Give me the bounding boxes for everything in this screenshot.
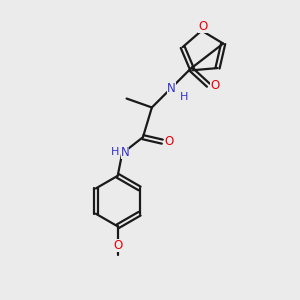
Text: O: O bbox=[164, 135, 173, 148]
Text: H: H bbox=[180, 92, 189, 102]
Text: O: O bbox=[199, 20, 208, 33]
Text: H: H bbox=[110, 147, 119, 157]
Text: O: O bbox=[210, 79, 220, 92]
Text: N: N bbox=[167, 82, 176, 94]
Text: N: N bbox=[121, 146, 130, 158]
Text: O: O bbox=[113, 239, 122, 252]
